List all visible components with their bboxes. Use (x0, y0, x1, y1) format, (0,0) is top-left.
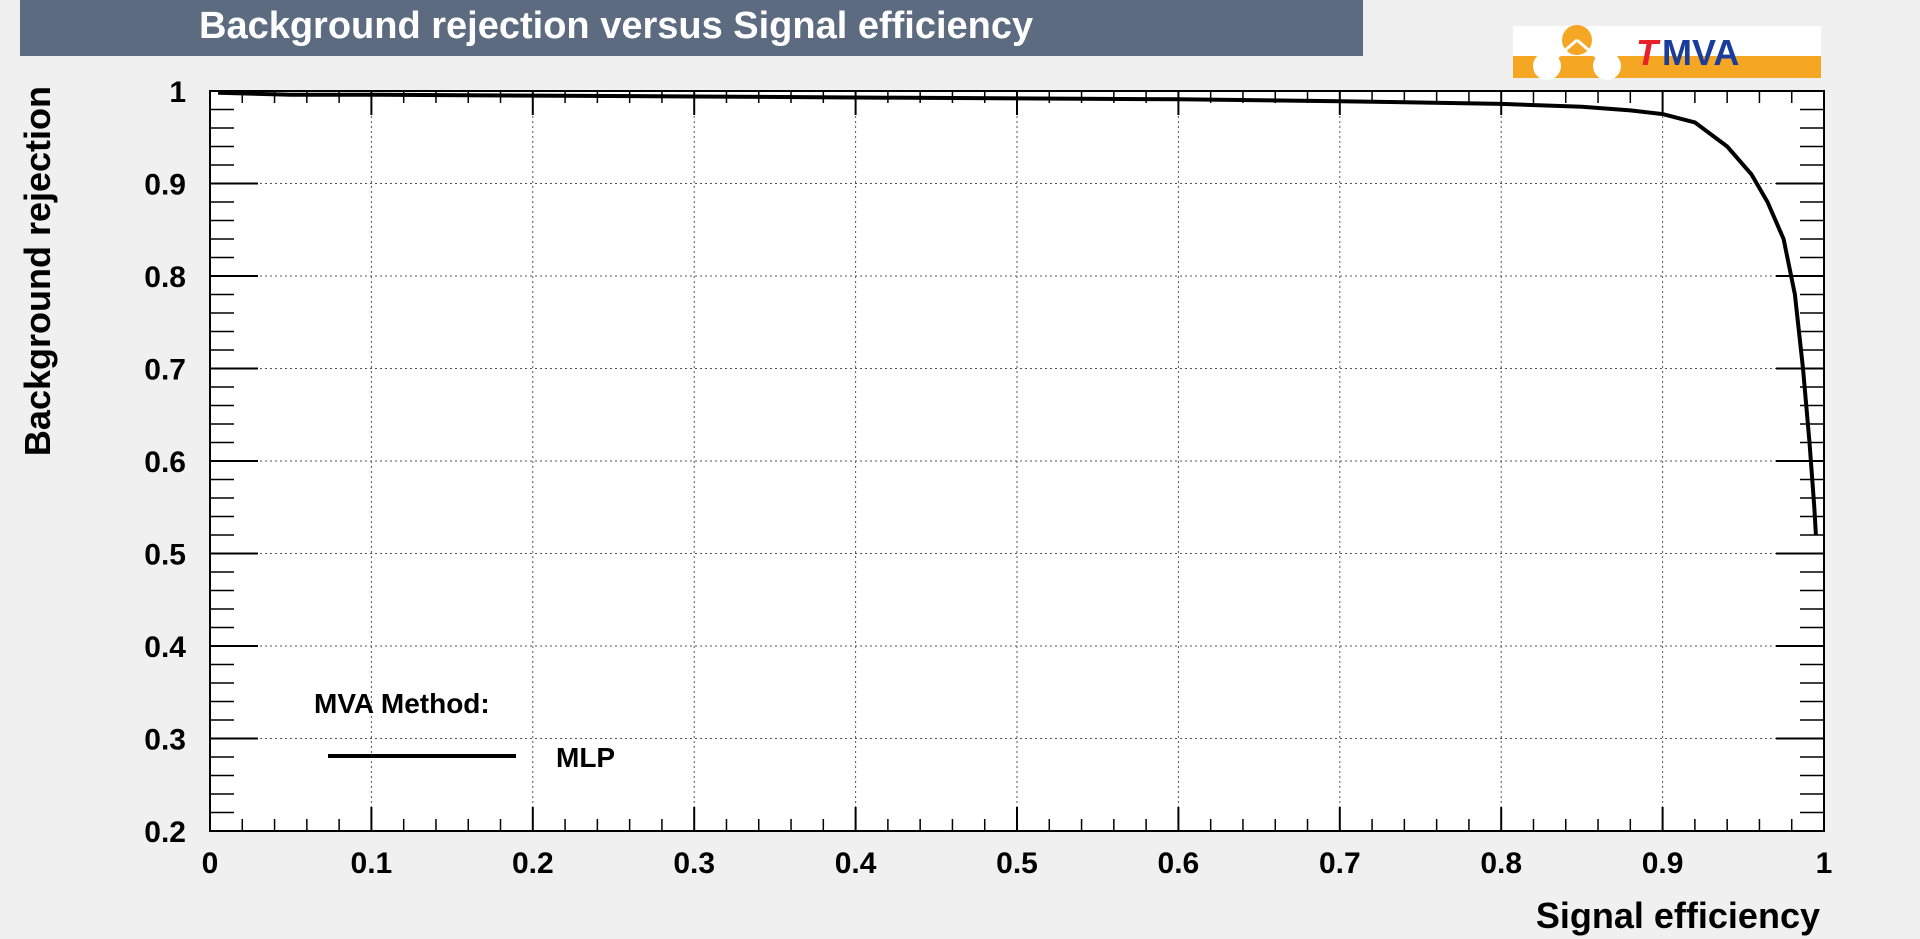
title-bar (20, 0, 1363, 56)
legend: MVA Method: MLP (314, 688, 615, 773)
x-tick-label: 1 (1816, 847, 1833, 880)
series-layer (218, 90, 1818, 536)
x-tick-label: 0 (202, 847, 219, 880)
y-axis-label: Background rejection (17, 86, 58, 456)
tmva-logo: T MVA (1513, 25, 1821, 80)
x-tick-label: 0.6 (1158, 847, 1200, 880)
x-tick-label: 0.5 (996, 847, 1038, 880)
x-tick-labels: 0 0.1 0.2 0.3 0.4 0.5 0.6 0.7 0.8 0.9 1 (202, 847, 1833, 880)
y-tick-label: 0.4 (144, 631, 186, 664)
chart-title: Background rejection versus Signal effic… (199, 5, 1033, 47)
x-tick-label: 0.7 (1319, 847, 1361, 880)
y-tick-label: 0.3 (144, 724, 186, 757)
y-tick-label: 0.7 (144, 354, 186, 387)
x-tick-label: 0.8 (1480, 847, 1522, 880)
series-line-mlp (218, 90, 1818, 536)
y-tick-label: 0.8 (144, 261, 186, 294)
x-tick-label: 0.4 (835, 847, 877, 880)
x-tick-label: 0.1 (351, 847, 393, 880)
grid-lines (210, 91, 1824, 831)
logo-band (1513, 56, 1821, 78)
y-tick-labels: 0.2 0.3 0.4 0.5 0.6 0.7 0.8 0.9 1 (144, 76, 186, 849)
logo-t-letter: T (1636, 32, 1661, 73)
x-axis-label: Signal efficiency (1536, 895, 1820, 936)
y-tick-label: 0.6 (144, 446, 186, 479)
x-tick-label: 0.2 (512, 847, 554, 880)
x-tick-label: 0.9 (1642, 847, 1684, 880)
x-tick-label: 0.3 (673, 847, 715, 880)
legend-header: MVA Method: (314, 688, 490, 719)
logo-mva-letters: MVA (1662, 32, 1739, 73)
y-tick-label: 0.5 (144, 539, 186, 572)
legend-label-mlp: MLP (556, 742, 615, 773)
y-tick-label: 0.9 (144, 169, 186, 202)
plot-frame (209, 90, 1825, 832)
y-tick-label: 1 (169, 76, 186, 109)
y-tick-label: 0.2 (144, 816, 186, 849)
